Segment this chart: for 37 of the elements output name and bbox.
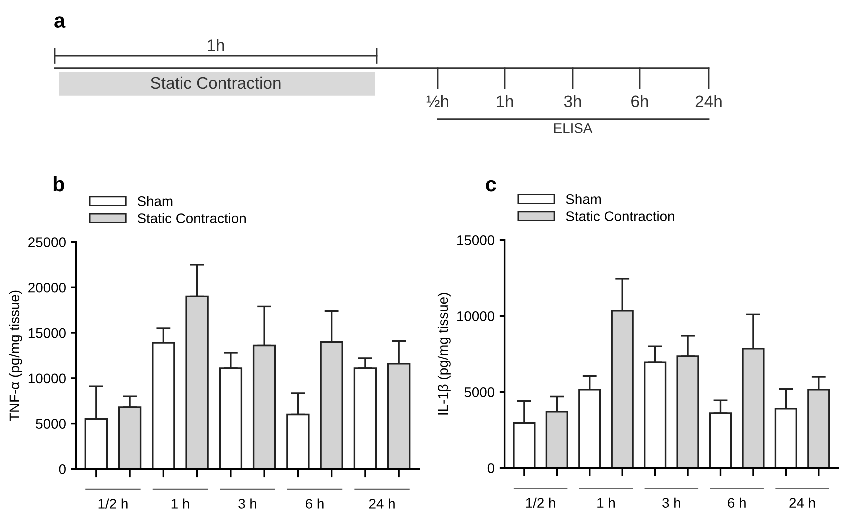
- x-tick-label: 24 h: [369, 498, 395, 509]
- x-tick-label: 1 h: [598, 498, 615, 508]
- y-axis-title: TNF-α (pg/mg tissue): [9, 290, 22, 422]
- legend-label: Static Contraction: [566, 211, 674, 222]
- text: ½h: [426, 95, 449, 108]
- y-tick-label: 15000: [28, 328, 66, 338]
- chart-title: c: [486, 180, 496, 192]
- y-tick-label: 10000: [458, 312, 495, 322]
- text: 1h: [497, 95, 514, 108]
- legend-label: Static Contraction: [138, 213, 246, 224]
- x-tick-label: 6 h: [728, 498, 746, 508]
- y-tick-label: 10000: [28, 374, 66, 384]
- y-tick-label: 5000: [464, 388, 495, 398]
- y-tick-label: 25000: [28, 238, 66, 248]
- y-tick-label: 15000: [458, 236, 495, 246]
- text: 3h: [564, 95, 582, 108]
- x-tick-label: 3 h: [662, 498, 680, 508]
- text: ELISA: [554, 123, 593, 134]
- x-tick-label: 6 h: [306, 498, 324, 509]
- x-tick-label: 24 h: [790, 498, 816, 508]
- x-tick-label: 3 h: [238, 498, 256, 509]
- chart-title: b: [54, 176, 64, 192]
- text: Static Contraction: [150, 76, 281, 90]
- x-tick-label: 1/2 h: [98, 498, 128, 509]
- text: 1h: [208, 39, 224, 52]
- legend-label: Sham: [566, 194, 602, 204]
- y-tick-label: 5000: [36, 419, 66, 429]
- text: 6h: [632, 95, 648, 108]
- y-tick-label: 0: [488, 464, 495, 474]
- legend-label: Sham: [138, 196, 173, 206]
- y-tick-label: 20000: [28, 282, 66, 293]
- y-tick-label: 0: [59, 464, 66, 474]
- x-tick-label: 1 h: [172, 498, 190, 509]
- x-tick-label: 1/2 h: [526, 498, 556, 508]
- y-axis-title: IL-1β (pg/mg tissue): [438, 293, 451, 415]
- text: a: [54, 16, 66, 28]
- text: 24h: [696, 95, 722, 108]
